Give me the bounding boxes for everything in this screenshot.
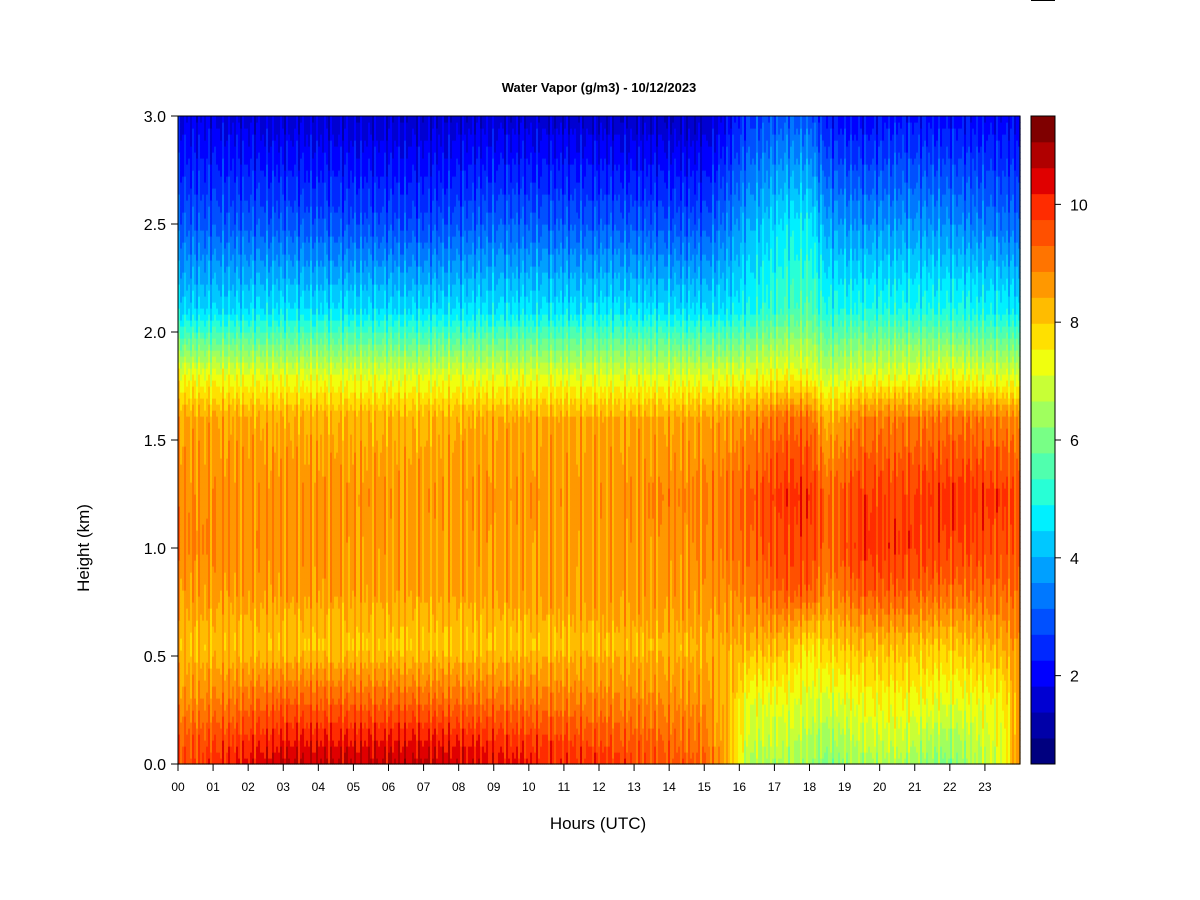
heatmap-field xyxy=(178,116,1021,765)
chart-title: Water Vapor (g/m3) - 10/12/2023 xyxy=(502,80,697,95)
